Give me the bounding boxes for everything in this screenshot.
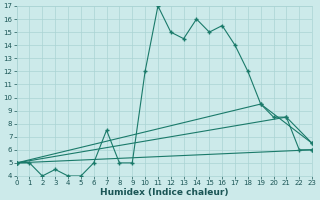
X-axis label: Humidex (Indice chaleur): Humidex (Indice chaleur) bbox=[100, 188, 228, 197]
